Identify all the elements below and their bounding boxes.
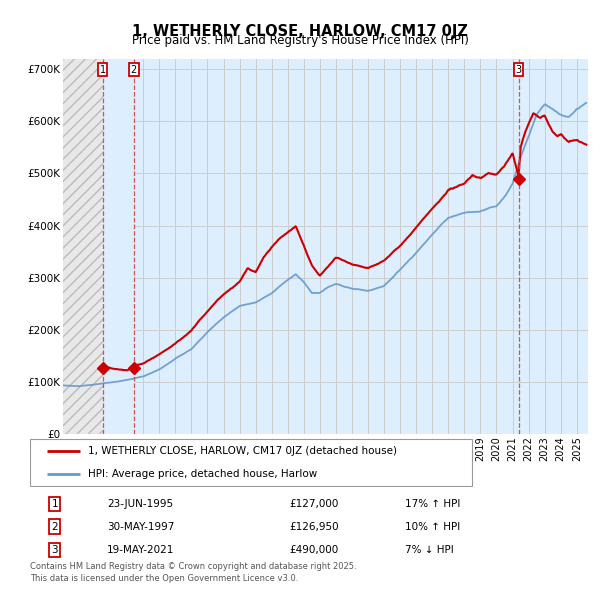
Text: Price paid vs. HM Land Registry's House Price Index (HPI): Price paid vs. HM Land Registry's House …: [131, 34, 469, 47]
Text: Contains HM Land Registry data © Crown copyright and database right 2025.
This d: Contains HM Land Registry data © Crown c…: [30, 562, 356, 583]
Text: 1: 1: [52, 499, 58, 509]
Text: 30-MAY-1997: 30-MAY-1997: [107, 522, 175, 532]
Text: £490,000: £490,000: [289, 545, 338, 555]
FancyBboxPatch shape: [30, 439, 472, 486]
Text: 2: 2: [131, 65, 137, 74]
Text: 1, WETHERLY CLOSE, HARLOW, CM17 0JZ (detached house): 1, WETHERLY CLOSE, HARLOW, CM17 0JZ (det…: [88, 447, 397, 457]
Text: 17% ↑ HPI: 17% ↑ HPI: [406, 499, 461, 509]
Text: 19-MAY-2021: 19-MAY-2021: [107, 545, 175, 555]
Text: £126,950: £126,950: [289, 522, 339, 532]
Text: 1, WETHERLY CLOSE, HARLOW, CM17 0JZ: 1, WETHERLY CLOSE, HARLOW, CM17 0JZ: [132, 24, 468, 38]
Text: £127,000: £127,000: [289, 499, 339, 509]
Text: 2: 2: [52, 522, 58, 532]
Text: 1: 1: [100, 65, 106, 74]
Text: 3: 3: [52, 545, 58, 555]
Text: 10% ↑ HPI: 10% ↑ HPI: [406, 522, 461, 532]
Text: 23-JUN-1995: 23-JUN-1995: [107, 499, 173, 509]
Bar: [63, 59, 103, 434]
Bar: [63, 59, 103, 434]
Text: 7% ↓ HPI: 7% ↓ HPI: [406, 545, 454, 555]
Text: HPI: Average price, detached house, Harlow: HPI: Average price, detached house, Harl…: [88, 468, 317, 478]
Bar: [103, 59, 134, 434]
Text: 3: 3: [515, 65, 522, 74]
